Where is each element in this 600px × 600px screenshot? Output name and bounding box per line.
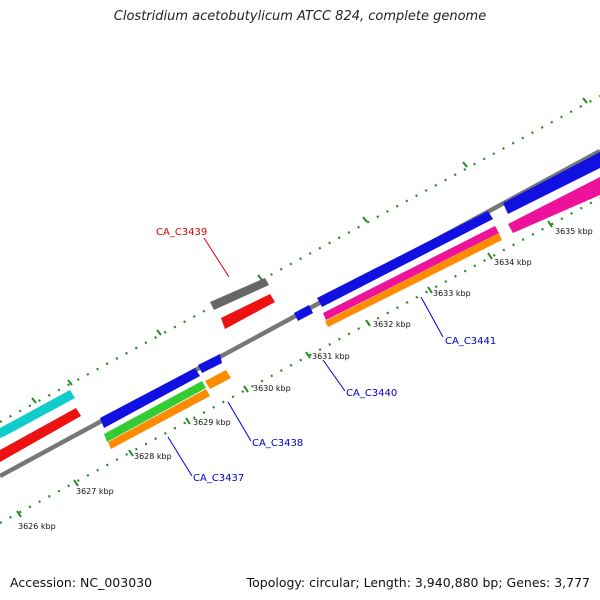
gene-feature-orange-2[interactable] [205, 370, 231, 389]
tick-label: 3635 kbp [555, 227, 593, 236]
gene-label-ca-c3437[interactable]: CA_C3437 [193, 473, 244, 484]
label-leaders [167, 237, 444, 477]
gene-feature-blue-right[interactable] [503, 152, 600, 214]
major-ticks-inner [16, 220, 553, 518]
gene-feature-red-mid[interactable] [221, 294, 275, 329]
map-title: Clostridium acetobutylicum ATCC 824, com… [113, 9, 487, 24]
gene-feature-gray[interactable] [210, 278, 269, 310]
tick-label: 3630 kbp [253, 384, 291, 393]
scale-tick-labels: 3626 kbp 3627 kbp 3628 kbp 3629 kbp 3630… [18, 227, 593, 531]
gene-feature-blue-2[interactable] [198, 354, 222, 373]
major-ticks-outer [31, 97, 588, 404]
tick-label: 3632 kbp [373, 320, 411, 329]
gene-feature-cyan-left[interactable] [0, 390, 75, 438]
tick-label: 3633 kbp [433, 289, 471, 298]
leader-ca-c3441 [420, 296, 444, 338]
tick-label: 3628 kbp [134, 452, 172, 461]
tick-label: 3626 kbp [18, 522, 56, 531]
gene-label-ca-c3439[interactable]: CA_C3439 [156, 227, 207, 238]
tick-label: 3634 kbp [494, 258, 532, 267]
outer-tick-line [0, 95, 600, 423]
tick-label: 3631 kbp [312, 352, 350, 361]
tick-lines [0, 95, 600, 524]
gene-label-ca-c3441[interactable]: CA_C3441 [445, 336, 496, 347]
gene-feature-magenta-right[interactable] [508, 177, 600, 233]
gene-label-ca-c3438[interactable]: CA_C3438 [252, 438, 303, 449]
gene-feature-magenta-mid[interactable] [323, 226, 499, 320]
tick-label: 3627 kbp [76, 487, 114, 496]
genome-summary-text: Topology: circular; Length: 3,940,880 bp… [246, 575, 590, 590]
accession-text: Accession: NC_003030 [10, 575, 153, 590]
gene-feature-green[interactable] [104, 381, 206, 442]
gene-labels: CA_C3439 CA_C3441 CA_C3440 CA_C3438 CA_C… [156, 227, 496, 484]
gene-feature-blue-3[interactable] [294, 305, 313, 321]
leader-ca-c3438 [227, 401, 252, 442]
gene-feature-blue-long[interactable] [317, 211, 493, 307]
gene-features [0, 152, 600, 462]
gene-feature-red-left[interactable] [0, 408, 81, 462]
gene-feature-blue-1[interactable] [100, 368, 200, 428]
gene-label-ca-c3440[interactable]: CA_C3440 [346, 388, 397, 399]
tick-label: 3629 kbp [193, 418, 231, 427]
leader-ca-c3439 [203, 237, 230, 278]
inner-tick-line [0, 197, 600, 524]
gene-feature-orange-1[interactable] [108, 389, 210, 449]
gene-feature-orange-long[interactable] [325, 233, 502, 327]
leader-ca-c3440 [322, 359, 346, 392]
leader-ca-c3437 [167, 436, 193, 477]
